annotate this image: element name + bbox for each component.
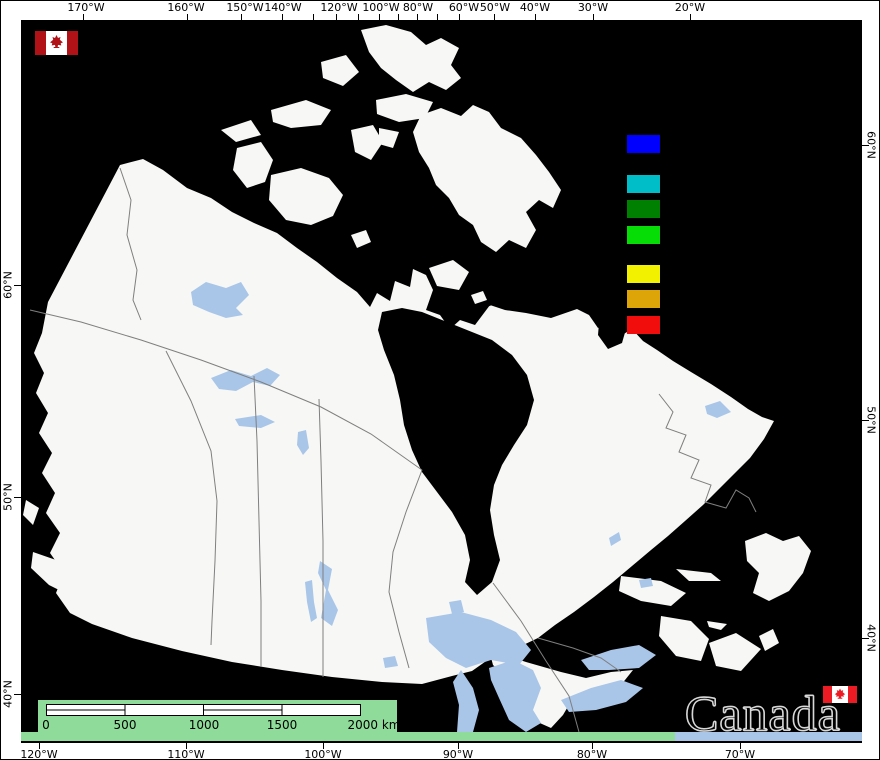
top-axis-label: 120°W [320, 1, 358, 14]
left-axis-label: 50°N [1, 483, 15, 511]
left-axis-label: 60°N [1, 271, 15, 299]
top-axis-tick [437, 14, 438, 20]
canada-wordmark-text: Canada [684, 685, 841, 741]
top-axis-tick [83, 14, 84, 20]
left-axis-tick [14, 694, 21, 695]
legend-swatch-orange [627, 290, 660, 308]
out-of-map-water-strip [675, 732, 862, 741]
top-axis-tick [417, 14, 418, 20]
scale-bar-value: 500 [113, 718, 137, 732]
bottom-axis-tick [186, 743, 187, 749]
out-of-map-land-strip [21, 732, 675, 741]
scale-bar-value: 0 [42, 718, 50, 732]
bottom-axis-tick [323, 743, 324, 749]
top-axis-label: 30°W [577, 1, 609, 14]
left-axis-label: 40°N [1, 680, 15, 708]
legend-swatch-yellow [627, 265, 660, 283]
bottom-axis-label: 110°W [167, 748, 205, 760]
legend-swatch-bright-green [627, 226, 660, 244]
right-axis-label: 60°N [864, 131, 878, 159]
legend-swatch-cyan [627, 175, 660, 193]
scale-bar-value: 1000 [188, 718, 220, 732]
bottom-axis-tick [458, 743, 459, 749]
top-axis-tick [379, 14, 380, 20]
top-axis-tick [358, 14, 359, 20]
bottom-axis-label: 120°W [20, 748, 58, 760]
left-axis-tick [14, 285, 21, 286]
top-axis-label: 60°W [448, 1, 480, 14]
right-axis-label: 50°N [864, 406, 878, 434]
scale-bar-value: 1500 [266, 718, 298, 732]
scale-bar-graphic [46, 704, 361, 716]
top-axis-tick [313, 14, 314, 20]
right-axis-tick [862, 145, 869, 146]
top-axis-tick [187, 14, 188, 20]
top-axis-label: 140°W [264, 1, 302, 14]
top-axis-tick [535, 14, 536, 20]
top-axis-label: 170°W [67, 1, 105, 14]
bottom-axis-label: 100°W [304, 748, 342, 760]
right-axis-tick [862, 420, 869, 421]
top-axis-label: 50°W [479, 1, 511, 14]
legend-swatch-blue [627, 135, 660, 153]
bottom-axis-tick [592, 743, 593, 749]
top-axis-label: 160°W [167, 1, 205, 14]
top-axis-label: 150°W [226, 1, 264, 14]
top-axis-tick [459, 14, 460, 20]
top-axis-tick [593, 14, 594, 20]
scale-bar-value: 2000 km [347, 718, 401, 732]
canada-wordmark-flag-icon [823, 686, 857, 703]
canada-wordmark: Canada [684, 678, 862, 741]
top-axis-tick [282, 14, 283, 20]
bottom-axis-label: 80°W [576, 748, 608, 760]
top-axis-tick [241, 14, 242, 20]
scale-bar: 0 500 1000 1500 2000 km [38, 700, 401, 733]
map-canvas: 0 500 1000 1500 2000 km Canada [21, 20, 862, 743]
right-axis-label: 40°N [864, 624, 878, 652]
left-axis-tick [14, 497, 21, 498]
legend-swatch-red [627, 316, 660, 334]
top-axis-label: 20°W [674, 1, 706, 14]
bottom-axis-label: 90°W [442, 748, 474, 760]
top-axis-tick [690, 14, 691, 20]
top-axis-label: 100°W [362, 1, 400, 14]
bottom-axis-label: 70°W [724, 748, 756, 760]
bottom-axis-tick [39, 743, 40, 749]
top-axis-label: 40°W [519, 1, 551, 14]
canada-map-graphic [21, 20, 862, 743]
legend-swatch-dark-green [627, 200, 660, 218]
top-axis-tick [494, 14, 495, 20]
right-axis-tick [862, 638, 869, 639]
top-axis-label: 80°W [402, 1, 434, 14]
top-axis-tick [398, 14, 399, 20]
canada-flag-icon [35, 31, 78, 55]
top-axis-tick [336, 14, 337, 20]
bottom-axis-tick [740, 743, 741, 749]
